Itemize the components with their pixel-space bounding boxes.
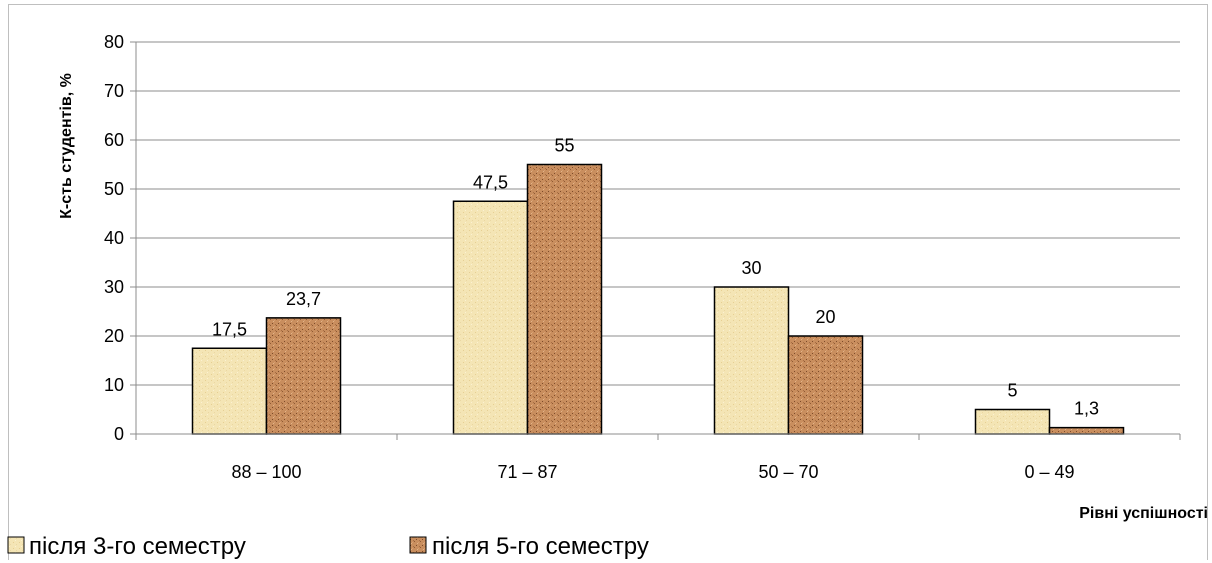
legend-label-series-1: після 3-го семестру [29, 533, 246, 560]
x-axis-ticks: 88 – 100 71 – 87 50 – 70 0 – 49 [135, 434, 1181, 482]
y-tick-label: 30 [104, 277, 124, 297]
data-label: 47,5 [473, 172, 508, 192]
data-label: 1,3 [1074, 399, 1099, 419]
y-tick-label: 40 [104, 228, 124, 248]
y-axis-ticks: 0 10 20 30 40 50 60 70 80 [104, 32, 136, 444]
x-tick-label: 88 – 100 [231, 462, 301, 482]
bar-series-1 [191, 347, 268, 435]
bar-series-2 [1048, 426, 1125, 435]
data-label: 30 [741, 258, 761, 278]
bar-series-2 [265, 317, 342, 435]
chart-frame [8, 4, 1208, 560]
x-axis-title: Рівні успішності [1079, 505, 1208, 522]
legend-swatch-series-1 [7, 536, 25, 554]
legend: після 3-го семестру після 5-го семестру [7, 533, 649, 560]
data-label: 23,7 [286, 289, 321, 309]
y-tick-label: 10 [104, 375, 124, 395]
data-labels: 17,5 23,7 47,5 55 30 20 5 1,3 [212, 136, 1099, 419]
bar-series-2 [787, 335, 864, 435]
bar-series-1 [452, 200, 529, 435]
x-tick-label: 50 – 70 [758, 462, 818, 482]
bar-series-2 [526, 163, 603, 435]
y-tick-label: 0 [114, 424, 124, 444]
bar-series-1 [713, 286, 790, 435]
y-tick-label: 20 [104, 326, 124, 346]
y-tick-label: 70 [104, 81, 124, 101]
x-tick-label: 0 – 49 [1024, 462, 1074, 482]
y-axis-title: К-сть студентів, % [58, 73, 75, 219]
x-tick-label: 71 – 87 [497, 462, 557, 482]
y-tick-label: 50 [104, 179, 124, 199]
data-label: 17,5 [212, 319, 247, 339]
y-tick-label: 60 [104, 130, 124, 150]
bar-series-1 [974, 408, 1051, 435]
y-tick-label: 80 [104, 32, 124, 52]
legend-swatch-series-2 [409, 536, 427, 554]
bars [191, 163, 1125, 435]
data-label: 5 [1007, 381, 1017, 401]
legend-label-series-2: після 5-го семестру [432, 533, 649, 560]
data-label: 55 [554, 136, 574, 156]
data-label: 20 [815, 307, 835, 327]
